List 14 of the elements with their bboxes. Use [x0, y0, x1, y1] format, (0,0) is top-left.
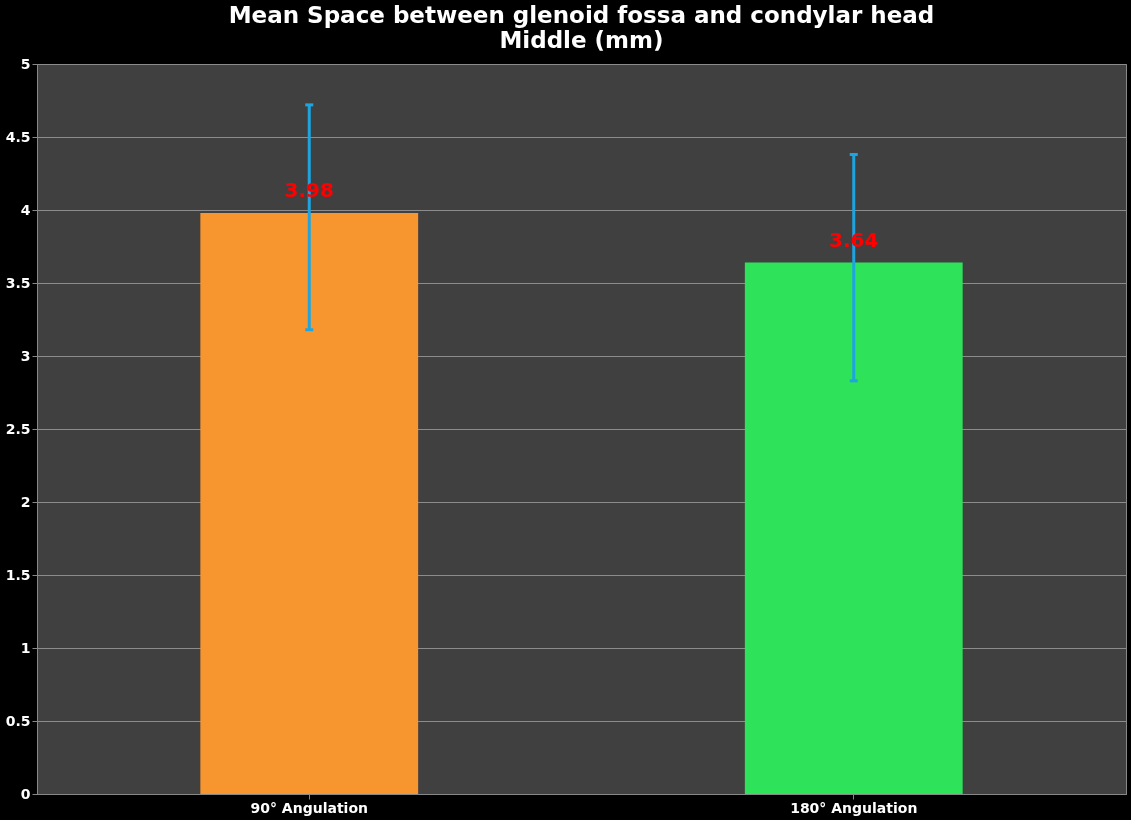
y-tick-label: 5 — [20, 55, 31, 72]
y-tick-label: 1 — [20, 639, 31, 656]
y-tick-label: 3.5 — [5, 274, 31, 291]
chart-title: Mean Space between glenoid fossa and condylar head Middle (mm) — [228, 2, 935, 53]
x-tick-label: 180° Angulation — [790, 799, 918, 816]
y-tick-label: 2.5 — [5, 420, 31, 437]
y-tick-label: 2 — [20, 493, 31, 510]
y-tick-label: 0 — [20, 785, 31, 802]
y-tick-label: 1.5 — [5, 566, 31, 583]
y-tick-label: 4 — [20, 201, 31, 218]
x-tick-label: 90° Angulation — [250, 799, 368, 816]
y-tick-label: 4.5 — [5, 128, 31, 145]
y-tick-label: 3 — [20, 347, 31, 364]
y-tick-label: 0.5 — [5, 712, 31, 729]
